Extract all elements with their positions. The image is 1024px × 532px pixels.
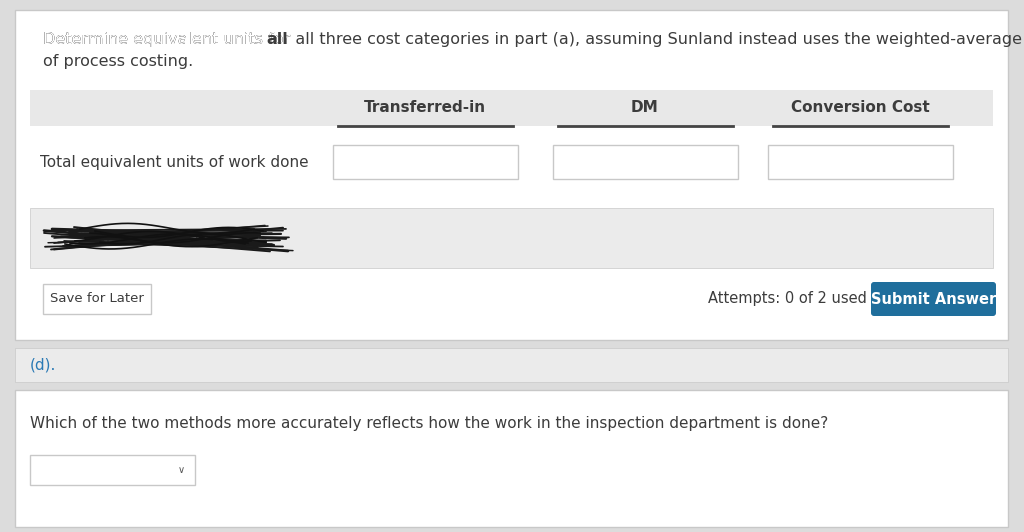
FancyBboxPatch shape: [30, 455, 195, 485]
Text: ula: ula: [195, 231, 215, 245]
FancyBboxPatch shape: [871, 282, 996, 316]
Text: Determine equivalent units for: Determine equivalent units for: [43, 32, 295, 47]
Text: Conversion Cost: Conversion Cost: [791, 101, 930, 115]
FancyBboxPatch shape: [768, 145, 952, 179]
Text: Total equivalent units of work done: Total equivalent units of work done: [40, 154, 308, 170]
FancyBboxPatch shape: [553, 145, 737, 179]
Text: all: all: [266, 32, 288, 47]
Text: Save for Later: Save for Later: [50, 293, 144, 305]
FancyBboxPatch shape: [43, 284, 151, 314]
Text: Which of the two methods more accurately reflects how the work in the inspection: Which of the two methods more accurately…: [30, 416, 828, 431]
Text: Determine equivalent units for: Determine equivalent units for: [43, 32, 295, 47]
Text: DM: DM: [631, 101, 658, 115]
Text: ∨: ∨: [177, 465, 184, 475]
Text: of process costing.: of process costing.: [43, 54, 194, 69]
Text: Determine equivalent units for all three cost categories in part (a), assuming S: Determine equivalent units for all three…: [43, 32, 1024, 47]
FancyBboxPatch shape: [30, 90, 993, 126]
FancyBboxPatch shape: [333, 145, 517, 179]
Text: Transferred-in: Transferred-in: [364, 101, 486, 115]
FancyBboxPatch shape: [30, 208, 993, 268]
Text: e in: e in: [85, 231, 110, 245]
Text: Attempts: 0 of 2 used: Attempts: 0 of 2 used: [708, 292, 867, 306]
FancyBboxPatch shape: [15, 348, 1008, 382]
Text: Submit Answer: Submit Answer: [870, 292, 996, 306]
FancyBboxPatch shape: [15, 390, 1008, 527]
Text: (d).: (d).: [30, 358, 56, 372]
FancyBboxPatch shape: [15, 10, 1008, 340]
